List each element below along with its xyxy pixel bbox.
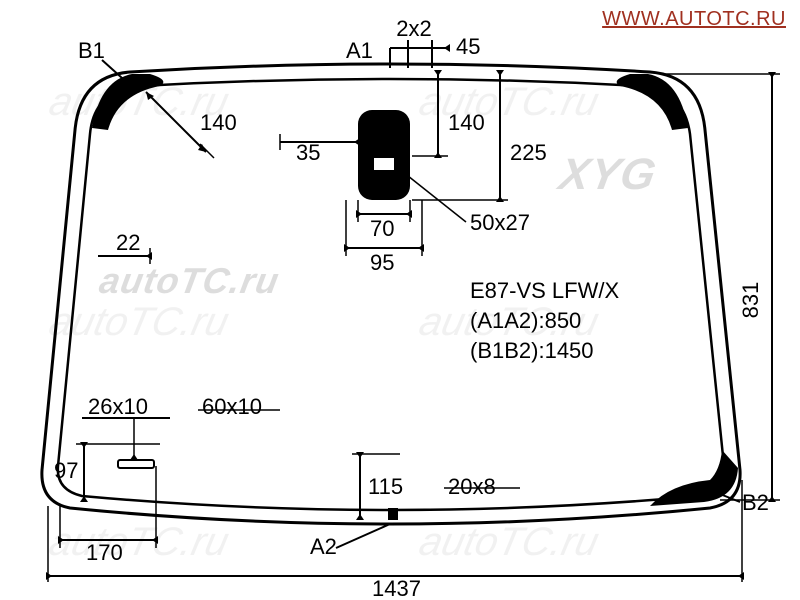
bottom-tick — [388, 508, 398, 520]
dim-70: 70 — [370, 216, 394, 241]
dim-1437: 1437 — [372, 576, 421, 600]
dim-115: 115 — [368, 474, 403, 499]
corner-top-left — [92, 74, 163, 130]
info-a1a2: (A1A2):850 — [470, 308, 581, 333]
dim-26x10: 26x10 — [88, 394, 148, 419]
dim-20x8: 20x8 — [448, 474, 496, 499]
dim-95: 95 — [370, 250, 394, 275]
dim-97: 97 — [54, 458, 78, 483]
dim-22: 22 — [116, 230, 140, 255]
corner-bottom-right — [650, 450, 738, 506]
dim-50x27: 50x27 — [470, 210, 530, 235]
dim-170: 170 — [86, 540, 123, 565]
label-a2: A2 — [310, 534, 337, 559]
label-a1: A1 — [346, 38, 373, 63]
source-url: WWW.AUTOTC.RU — [602, 8, 786, 31]
label-b1: B1 — [78, 38, 105, 63]
sensor-block — [358, 110, 410, 200]
dim-140a: 140 — [200, 110, 237, 135]
label-b2: B2 — [742, 490, 769, 515]
dim-2x2: 2x2 — [396, 16, 431, 41]
corner-top-right — [617, 74, 688, 130]
info-b1b2: (B1B2):1450 — [470, 338, 594, 363]
dim-140b: 140 — [448, 110, 485, 135]
dim-45: 45 — [456, 34, 480, 59]
vin-rect — [118, 460, 154, 468]
info-model: E87-VS LFW/X — [470, 278, 619, 303]
dim-831: 831 — [738, 282, 763, 319]
dim-225: 225 — [510, 140, 547, 165]
windshield-diagram: A1 2x2 45 B1 140 35 140 225 70 95 50x27 — [0, 0, 800, 600]
dim-35: 35 — [296, 140, 320, 165]
sensor-window — [374, 158, 394, 170]
dim-60x10: 60x10 — [202, 394, 262, 419]
